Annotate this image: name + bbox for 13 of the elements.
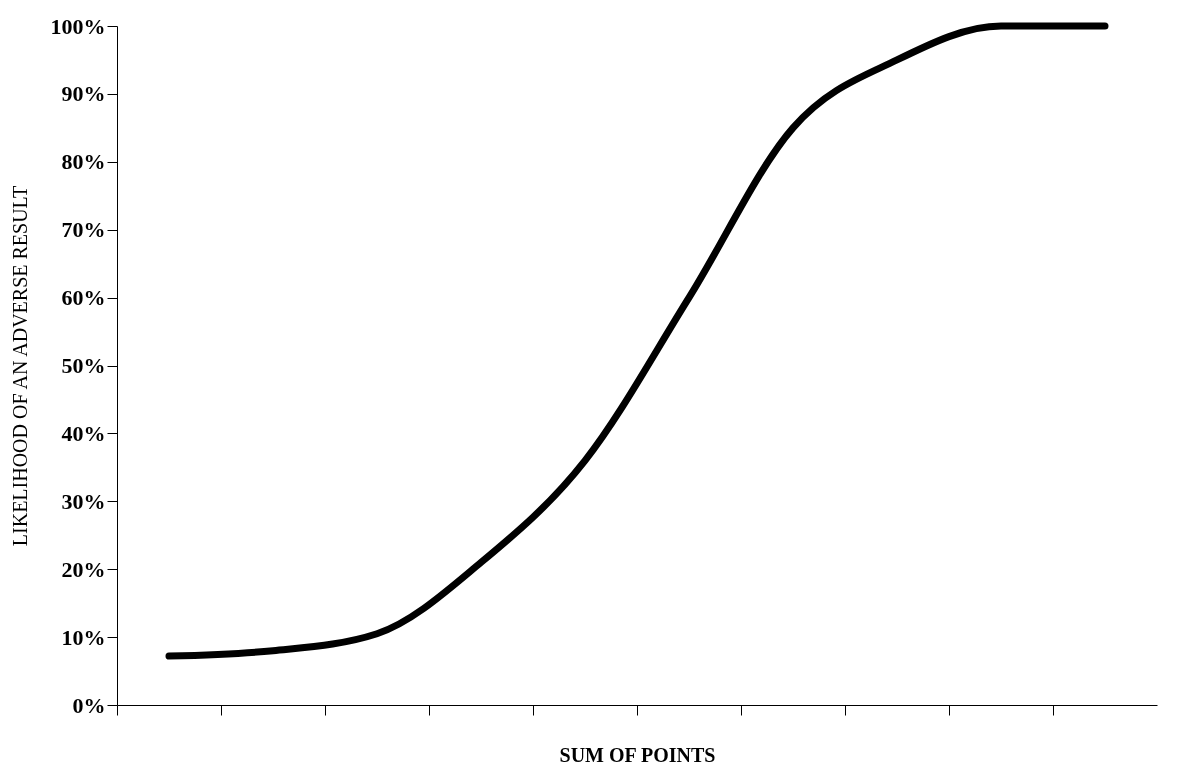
y-tick-label: 40% [61, 420, 106, 446]
y-tick-label: 30% [61, 488, 106, 514]
y-tick-label: 70% [61, 217, 106, 243]
y-axis-title: LIKELIHOOD OF AN ADVERSE RESULT [8, 185, 31, 547]
y-tick-label: 10% [61, 624, 106, 650]
y-tick-label: 60% [61, 285, 106, 311]
y-tick-label: 100% [50, 13, 106, 39]
x-axis-title: SUM OF POINTS [559, 744, 716, 766]
y-tick-label: 90% [61, 81, 106, 107]
y-tick-label: 0% [72, 692, 106, 718]
y-tick-label: 80% [61, 149, 106, 175]
y-tick-label: 20% [61, 556, 106, 582]
y-tick-label: 50% [61, 353, 106, 378]
